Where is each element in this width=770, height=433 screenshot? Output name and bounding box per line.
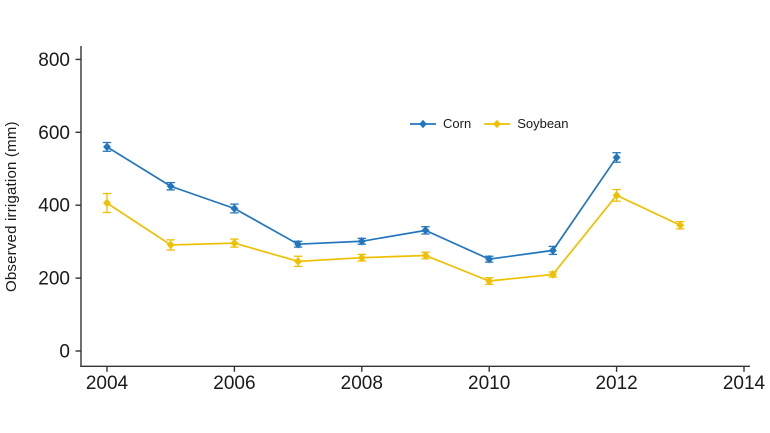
- corn-marker-2007: [294, 239, 302, 249]
- y-axis-title: Observed irrigation (mm): [3, 121, 20, 292]
- soybean-marker-2008: [357, 253, 366, 262]
- soybean-line: [106, 194, 681, 282]
- legend-label: Corn: [443, 116, 472, 131]
- corn-marker-2012: [612, 153, 621, 162]
- soybean-marker-2010: [485, 276, 494, 286]
- corn-marker-2004: [103, 142, 111, 152]
- corn-marker-2006: [230, 204, 239, 213]
- legend-item-soybean: Soybean: [484, 115, 569, 133]
- soybean-marker-2009: [421, 251, 430, 260]
- corn-marker-2005: [166, 181, 175, 191]
- soybean-marker-2011: [549, 270, 557, 279]
- soybean-marker-2006: [230, 238, 239, 248]
- soybean-legend-swatch-icon: [484, 119, 511, 129]
- x-tick-label: 2004: [86, 373, 129, 394]
- x-tick-label: 2014: [723, 373, 766, 394]
- soybean-marker-2005: [166, 240, 175, 250]
- x-tick-label: 2006: [213, 373, 255, 394]
- y-tick-label: 600: [38, 123, 70, 144]
- legend-label: Soybean: [517, 116, 569, 131]
- x-tick-label: 2010: [468, 373, 510, 394]
- corn-marker-2010: [485, 254, 494, 264]
- y-tick-label: 200: [38, 269, 70, 290]
- y-tick-label: 0: [59, 342, 70, 363]
- x-tick-label: 2012: [595, 373, 637, 394]
- corn-marker-2011: [549, 246, 557, 255]
- soybean-marker-2007: [294, 257, 302, 266]
- soybean-marker-2013: [676, 220, 685, 230]
- y-tick-label: 400: [38, 196, 70, 217]
- corn-marker-2009: [421, 226, 430, 235]
- soybean-marker-2012: [612, 191, 621, 200]
- chart-legend: Corn Soybean: [410, 115, 569, 133]
- corn-marker-2008: [357, 236, 366, 246]
- y-tick-label: 800: [38, 50, 70, 71]
- x-tick-label: 2008: [341, 373, 383, 394]
- legend-item-corn: Corn: [410, 115, 471, 133]
- corn-legend-swatch-icon: [410, 119, 436, 129]
- soybean-marker-2004: [103, 198, 111, 208]
